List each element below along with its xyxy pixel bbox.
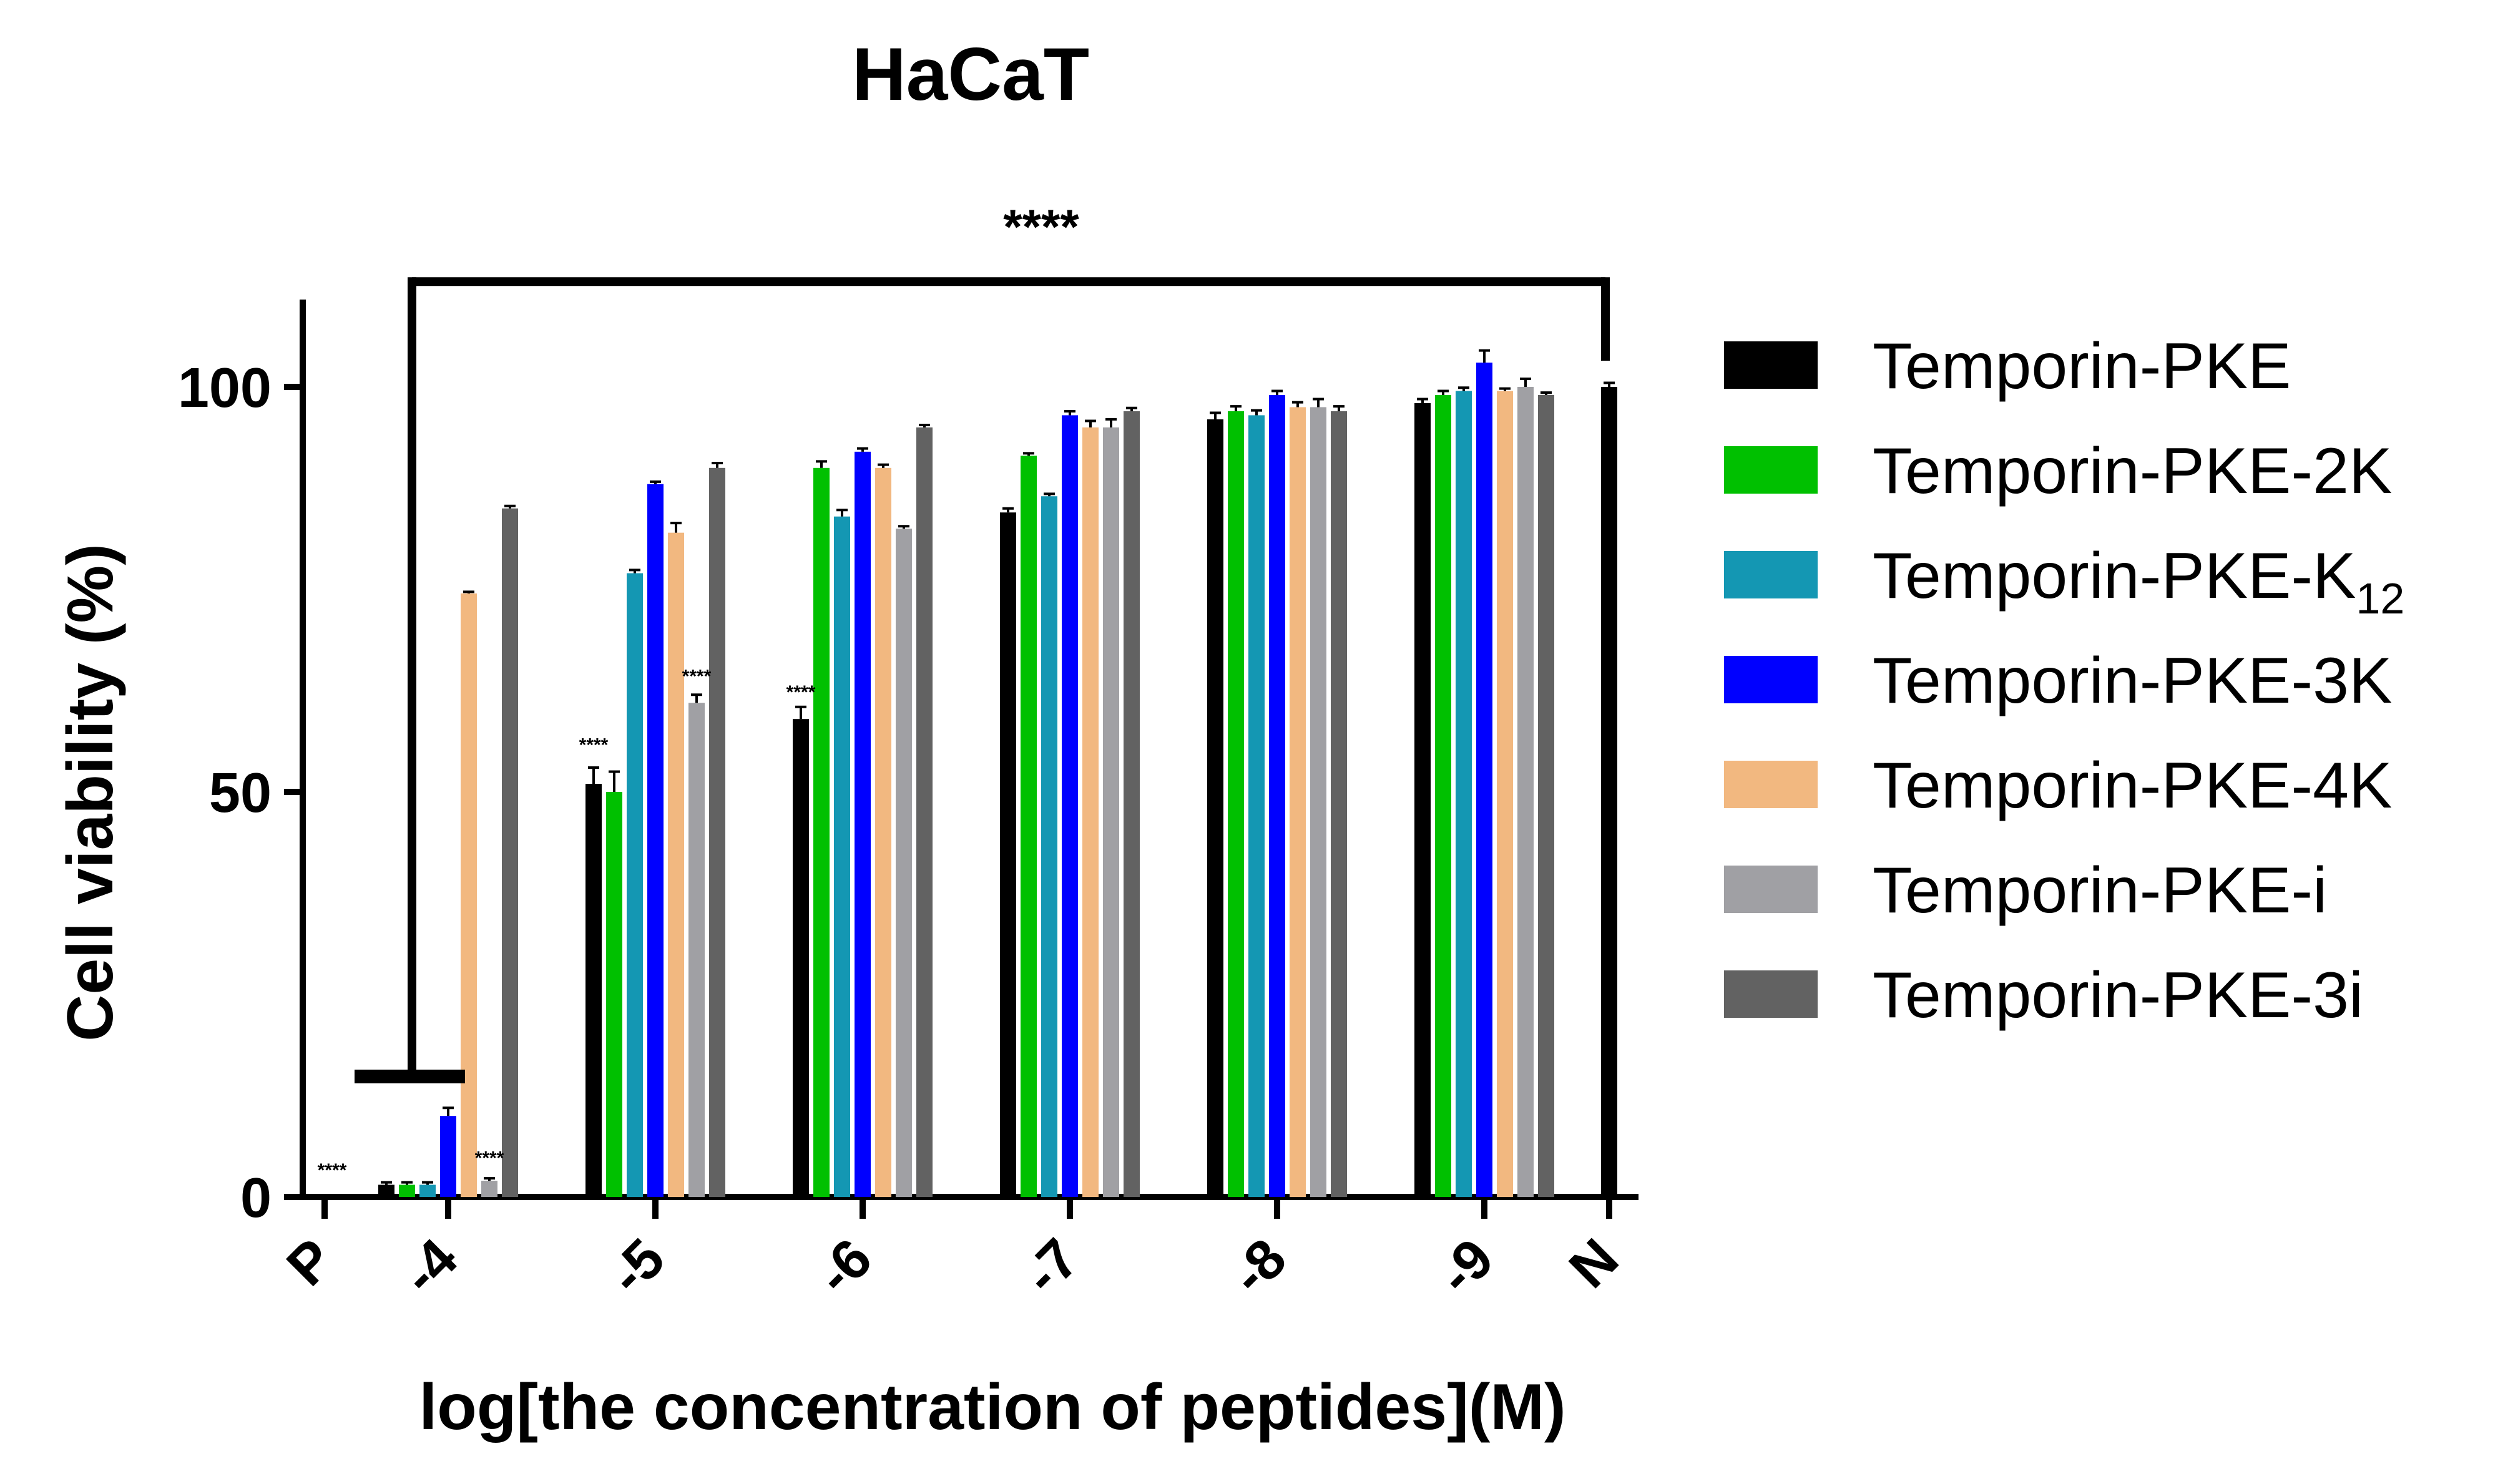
legend-swatch [1724,446,1818,494]
bar [1497,391,1513,1197]
bar [440,1116,456,1197]
bar [378,1184,394,1197]
x-tick-label: N [1557,1227,1630,1300]
x-tick-label: -5 [597,1227,677,1306]
bar [502,508,518,1198]
legend-swatch [1724,341,1818,389]
legend-swatch [1724,970,1818,1018]
legend-label: Temporin-PKE-3K [1873,645,2392,717]
bar [419,1184,436,1197]
bar [1601,387,1617,1197]
legend-label: Temporin-PKE-i [1873,854,2327,927]
bar [793,719,809,1197]
y-axis-title: Cell viability (%) [54,544,127,1042]
bar [916,427,933,1197]
x-tick-label: -8 [1219,1227,1298,1306]
chart-title: HaCaT [852,32,1089,116]
legend-label: Temporin-PKE [1873,330,2291,403]
bar [1021,456,1037,1197]
legend-swatch [1724,761,1818,808]
bar [1414,403,1431,1198]
bar [1538,394,1554,1197]
bar [813,467,830,1197]
bar [1331,411,1347,1198]
legend-label: Temporin-PKE-4K [1873,749,2392,822]
x-tick-label: -7 [1012,1227,1091,1306]
x-tick-label: -6 [805,1227,884,1306]
bar [1290,407,1306,1198]
bar [875,467,891,1197]
bar [647,484,664,1197]
significance-label: **** [579,735,609,756]
bar [399,1184,415,1197]
legend-label: Temporin-PKE-2K [1873,435,2392,507]
y-tick-label: 0 [240,1167,272,1229]
legend-swatch [1724,551,1818,598]
legend-label: Temporin-PKE-3i [1873,959,2363,1032]
bar [1228,411,1244,1198]
bar [855,451,871,1197]
y-tick-label: 50 [209,762,272,824]
bracket-significance-label: **** [1003,199,1079,254]
x-tick-label: -9 [1426,1227,1506,1306]
bar [1062,415,1078,1198]
y-tick-label: 100 [178,357,272,419]
bar [461,593,477,1197]
bar [834,516,850,1198]
bar [1248,415,1265,1198]
bar [1207,419,1223,1198]
bar [1041,496,1057,1197]
significance-label: **** [786,682,816,703]
bar [688,703,705,1197]
bar [1103,427,1119,1197]
legend-swatch [1724,656,1818,703]
x-tick-label: -4 [390,1227,469,1306]
legend-label: Temporin-PKE-K12 [1873,540,2404,623]
bar [1310,407,1326,1198]
legend-swatch [1724,866,1818,913]
bar [1435,394,1451,1197]
bar [481,1181,497,1197]
bar [1476,363,1492,1197]
bar [1000,512,1016,1198]
significance-label: **** [318,1160,347,1181]
legend: Temporin-PKE Temporin-PKE-2K Temporin-PKE-… [1724,330,2404,1032]
x-axis-title: log[the concentration of peptides](M) [419,1371,1565,1443]
significance-label: **** [475,1148,504,1169]
bar [709,467,725,1197]
bar [1456,391,1472,1197]
bar [668,532,684,1197]
bar [1517,387,1534,1197]
bar [1082,427,1099,1197]
plot-area: 0 50 100 P -4 -5 -6 -7 -8 -9 N **** **** **** **** ****… [178,199,1639,1307]
significance-label: **** [682,666,712,686]
bar [585,784,602,1197]
x-tick-label: P [275,1227,346,1297]
bar [606,792,622,1197]
bar [1124,411,1140,1198]
bar [1269,394,1285,1197]
bar [896,529,912,1197]
bar [627,573,643,1197]
